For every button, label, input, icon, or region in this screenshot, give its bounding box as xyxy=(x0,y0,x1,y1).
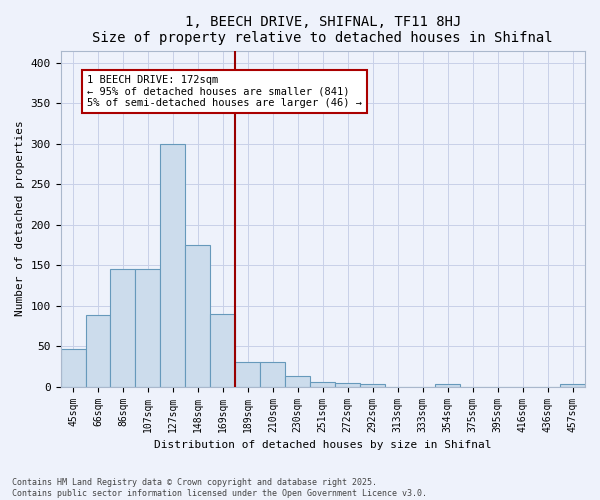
Bar xyxy=(360,384,385,386)
Text: Contains HM Land Registry data © Crown copyright and database right 2025.
Contai: Contains HM Land Registry data © Crown c… xyxy=(12,478,427,498)
Y-axis label: Number of detached properties: Number of detached properties xyxy=(15,120,25,316)
Bar xyxy=(560,384,585,386)
Bar xyxy=(310,382,335,386)
Bar xyxy=(110,269,136,386)
Bar xyxy=(61,348,86,387)
Title: 1, BEECH DRIVE, SHIFNAL, TF11 8HJ
Size of property relative to detached houses i: 1, BEECH DRIVE, SHIFNAL, TF11 8HJ Size o… xyxy=(92,15,553,45)
Bar xyxy=(235,362,260,386)
Bar xyxy=(185,245,211,386)
Text: 1 BEECH DRIVE: 172sqm
← 95% of detached houses are smaller (841)
5% of semi-deta: 1 BEECH DRIVE: 172sqm ← 95% of detached … xyxy=(87,75,362,108)
X-axis label: Distribution of detached houses by size in Shifnal: Distribution of detached houses by size … xyxy=(154,440,491,450)
Bar xyxy=(160,144,185,386)
Bar xyxy=(435,384,460,386)
Bar xyxy=(335,382,360,386)
Bar xyxy=(86,316,110,386)
Bar xyxy=(136,269,160,386)
Bar xyxy=(286,376,310,386)
Bar xyxy=(211,314,235,386)
Bar xyxy=(260,362,286,386)
